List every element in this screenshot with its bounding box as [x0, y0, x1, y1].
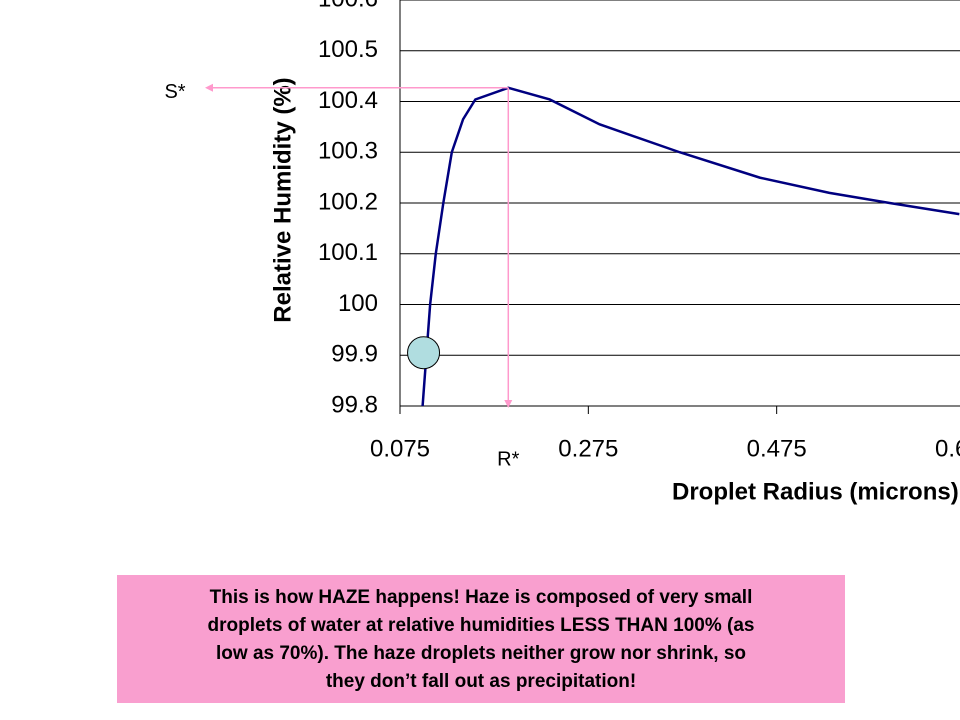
s-star-arrowhead [205, 83, 213, 92]
r-star-label: R* [497, 448, 519, 470]
s-star-label: S* [164, 81, 185, 103]
caption-box: This is how HAZE happens! Haze is compos… [117, 575, 845, 703]
caption-line: low as 70%). The haze droplets neither g… [216, 643, 746, 664]
y-tick-label: 100.1 [318, 239, 378, 266]
y-axis-title: Relative Humidity (%) [269, 77, 296, 322]
x-tick-label: 0.475 [747, 435, 807, 462]
y-tick-label: 100 [338, 290, 378, 317]
y-tick-label: 100.5 [318, 36, 378, 63]
y-tick-label: 100.3 [318, 138, 378, 165]
y-tick-label: 100.4 [318, 87, 378, 114]
caption-line: droplets of water at relative humidities… [207, 615, 755, 636]
y-tick-label: 100.6 [318, 0, 378, 12]
r-star-arrowhead [504, 400, 513, 408]
haze-droplet [407, 336, 441, 370]
curve [421, 86, 960, 407]
chart: Relative Humidity (%) Droplet Radius (mi… [164, 0, 960, 505]
x-tick-label: 0.075 [370, 435, 430, 462]
y-tick-label: 99.9 [331, 341, 378, 368]
y-tick-label: 99.8 [331, 391, 378, 418]
x-tick-label: 0.675 [935, 435, 960, 462]
x-axis-title: Droplet Radius (microns) [672, 478, 959, 505]
y-tick-label: 100.2 [318, 188, 378, 215]
x-tick-label: 0.275 [558, 435, 618, 462]
caption-line: they don’t fall out as precipitation! [325, 671, 637, 692]
caption-line: This is how HAZE happens! Haze is compos… [209, 587, 753, 608]
